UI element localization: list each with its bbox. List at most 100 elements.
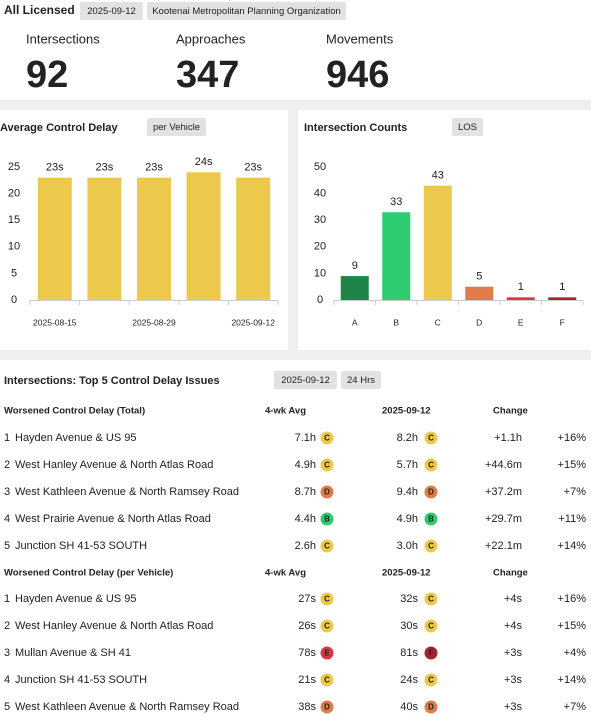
issues-date-badge[interactable]: 2025-09-12 <box>281 375 330 386</box>
x-tick-label: D <box>476 317 482 327</box>
avg-value: 4.9h <box>295 459 316 471</box>
rank: 3 <box>4 647 10 659</box>
los-letter: C <box>428 676 434 685</box>
change-pct: +4% <box>564 647 587 659</box>
y-tick-label: 30 <box>314 214 326 226</box>
date-badge[interactable]: 2025-09-12 <box>87 6 136 17</box>
value-label: 33 <box>390 196 402 208</box>
los-letter: E <box>324 649 330 658</box>
value-label: 43 <box>432 170 444 182</box>
bar <box>465 286 494 300</box>
y-tick-label: 20 <box>8 188 20 200</box>
table-header: Worsened Control Delay (Total) <box>4 406 145 417</box>
los-letter: D <box>324 703 330 712</box>
los-badge <box>320 431 334 445</box>
los-badge <box>320 539 334 553</box>
stat-label: Movements <box>326 31 394 46</box>
los-badge <box>424 700 438 714</box>
change-pct: +7% <box>564 486 587 498</box>
table-header: 2025-09-12 <box>382 568 431 579</box>
change-pct: +16% <box>558 593 587 605</box>
intersection-name[interactable]: Mullan Avenue & SH 41 <box>15 647 131 659</box>
x-tick-label: 2025-08-15 <box>33 317 77 327</box>
intersection-name[interactable]: Hayden Avenue & US 95 <box>15 432 137 444</box>
x-tick-label: F <box>560 317 565 327</box>
stat-label: Approaches <box>176 31 246 46</box>
intersection-name[interactable]: West Kathleen Avenue & North Ramsey Road <box>15 701 239 713</box>
change-value: +1.1h <box>494 432 522 444</box>
current-value: 40s <box>400 701 418 713</box>
current-value: 30s <box>400 620 418 632</box>
value-label: 5 <box>476 271 482 283</box>
los-letter: C <box>324 676 330 685</box>
los-badge <box>424 458 438 472</box>
los-badge <box>320 458 334 472</box>
los-letter: C <box>428 434 434 443</box>
los-badge <box>424 673 438 687</box>
chart-badge[interactable]: per Vehicle <box>153 122 200 133</box>
issues-period-badge[interactable]: 24 Hrs <box>347 375 375 386</box>
los-letter: C <box>324 622 330 631</box>
x-tick-label: A <box>352 317 358 327</box>
chart-badge-bg[interactable] <box>452 118 483 136</box>
y-tick-label: 10 <box>314 267 326 279</box>
intersection-name[interactable]: West Kathleen Avenue & North Ramsey Road <box>15 486 239 498</box>
value-label: 1 <box>559 281 565 293</box>
change-pct: +15% <box>558 459 587 471</box>
issues-period-badge-bg[interactable] <box>341 371 381 389</box>
issues-title: Intersections: Top 5 Control Delay Issue… <box>4 375 220 387</box>
avg-value: 7.1h <box>295 432 316 444</box>
date-badge-bg[interactable] <box>80 2 143 20</box>
intersection-name[interactable]: West Hanley Avenue & North Atlas Road <box>15 620 213 632</box>
chart-badge[interactable]: LOS <box>458 122 477 133</box>
table-header: Change <box>493 406 528 417</box>
value-label: 23s <box>96 162 114 174</box>
bar <box>186 172 221 300</box>
table-header: 4-wk Avg <box>265 406 306 417</box>
avg-value: 38s <box>298 701 316 713</box>
los-letter: B <box>428 515 434 524</box>
change-value: +3s <box>504 701 523 713</box>
intersection-name[interactable]: Hayden Avenue & US 95 <box>15 593 137 605</box>
org-badge-bg[interactable] <box>147 2 346 20</box>
los-badge <box>320 673 334 687</box>
rank: 5 <box>4 540 10 552</box>
intersection-name[interactable]: Junction SH 41-53 SOUTH <box>15 674 147 686</box>
x-tick-label: C <box>435 317 441 327</box>
stat-value: 347 <box>176 54 239 96</box>
issues-date-badge-bg[interactable] <box>274 371 337 389</box>
y-tick-label: 40 <box>314 188 326 200</box>
los-letter: D <box>324 488 330 497</box>
bar <box>423 185 452 300</box>
los-badge <box>320 485 334 499</box>
current-value: 9.4h <box>397 486 418 498</box>
current-value: 3.0h <box>397 540 418 552</box>
los-letter: C <box>324 461 330 470</box>
current-value: 4.9h <box>397 513 418 525</box>
intersection-name[interactable]: West Prairie Avenue & North Atlas Road <box>15 513 211 525</box>
los-badge <box>320 646 334 660</box>
chart-badge-bg[interactable] <box>147 118 206 136</box>
change-value: +29.7m <box>485 513 522 525</box>
bar <box>236 177 271 300</box>
current-value: 5.7h <box>397 459 418 471</box>
avg-value: 8.7h <box>295 486 316 498</box>
org-badge[interactable]: Kootenai Metropolitan Planning Organizat… <box>152 6 341 17</box>
los-badge <box>424 619 438 633</box>
los-letter: C <box>324 595 330 604</box>
rank: 5 <box>4 701 10 713</box>
rank: 1 <box>4 593 10 605</box>
avg-value: 27s <box>298 593 316 605</box>
bar <box>548 297 577 300</box>
los-letter: C <box>428 595 434 604</box>
stat-value: 92 <box>26 54 68 96</box>
y-tick-label: 50 <box>314 161 326 173</box>
bar <box>137 177 171 300</box>
intersection-name[interactable]: Junction SH 41-53 SOUTH <box>15 540 147 552</box>
chart-title: Average Control Delay <box>0 122 118 134</box>
intersection-name[interactable]: West Hanley Avenue & North Atlas Road <box>15 459 213 471</box>
value-label: 23s <box>46 162 64 174</box>
value-label: 1 <box>518 281 524 293</box>
change-pct: +15% <box>558 620 587 632</box>
rank: 2 <box>4 620 10 632</box>
